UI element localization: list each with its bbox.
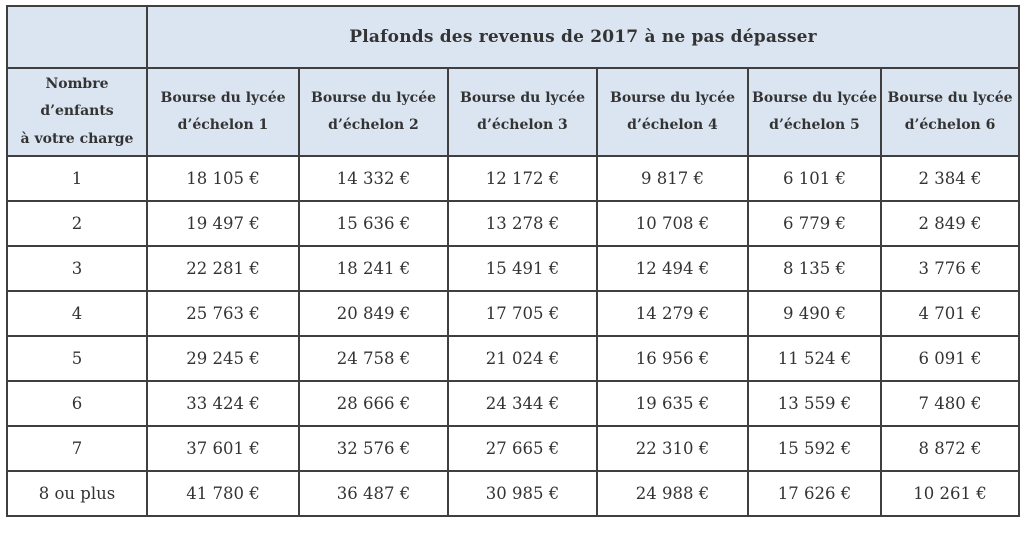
row-label: 4 [6, 290, 148, 337]
table-cell: 2 384 € [879, 155, 1021, 202]
table-cell: 3 776 € [879, 245, 1021, 292]
table-row: 4 25 763 € 20 849 € 17 705 € 14 279 € 9 … [6, 290, 1021, 337]
table-cell: 14 332 € [298, 155, 449, 202]
table-row: 8 ou plus 41 780 € 36 487 € 30 985 € 24 … [6, 470, 1021, 517]
table-cell: 24 988 € [596, 470, 749, 517]
column-header-line1: Bourse du lycée [751, 89, 878, 106]
table-cell: 28 666 € [298, 380, 449, 427]
table-cell: 22 281 € [146, 245, 300, 292]
corner-header-line2: à votre charge [20, 130, 134, 147]
row-label: 5 [6, 335, 148, 382]
column-header-echelon-2: Bourse du lycée d’échelon 2 [298, 67, 449, 157]
empty-corner-cell [6, 5, 148, 69]
column-header-line2: d’échelon 4 [627, 117, 718, 133]
table-cell: 19 497 € [146, 200, 300, 247]
table-cell: 16 956 € [596, 335, 749, 382]
column-header-line2: d’échelon 1 [177, 117, 269, 133]
column-header-line2: d’échelon 3 [477, 117, 568, 133]
corner-header-cell: Nombre d’enfants à votre charge [6, 67, 148, 157]
table-cell: 6 101 € [747, 155, 882, 202]
column-header-echelon-4: Bourse du lycée d’échelon 4 [596, 67, 749, 157]
table-cell: 13 559 € [747, 380, 882, 427]
row-label: 7 [6, 425, 148, 472]
table-cell: 12 172 € [447, 155, 598, 202]
column-header-line2: d’échelon 2 [328, 117, 419, 133]
table-cell: 19 635 € [596, 380, 749, 427]
table-cell: 24 758 € [298, 335, 449, 382]
table-cell: 12 494 € [596, 245, 749, 292]
column-header-line1: Bourse du lycée [310, 89, 437, 106]
table-cell: 29 245 € [146, 335, 300, 382]
table-cell: 15 491 € [447, 245, 598, 292]
table-row: 2 19 497 € 15 636 € 13 278 € 10 708 € 6 … [6, 200, 1021, 247]
table-cell: 7 480 € [879, 380, 1021, 427]
row-label: 6 [6, 380, 148, 427]
column-header-line2: d’échelon 5 [769, 117, 860, 133]
column-header-line1: Bourse du lycée [887, 89, 1013, 106]
table-cell: 18 241 € [298, 245, 449, 292]
column-header-line1: Bourse du lycée [459, 89, 586, 106]
column-header-row: Nombre d’enfants à votre charge Bourse d… [6, 67, 1021, 157]
table-cell: 11 524 € [747, 335, 882, 382]
table-cell: 18 105 € [146, 155, 300, 202]
title-row: Plafonds des revenus de 2017 à ne pas dé… [6, 5, 1021, 69]
table-row: 7 37 601 € 32 576 € 27 665 € 22 310 € 15… [6, 425, 1021, 472]
column-header-echelon-5: Bourse du lycée d’échelon 5 [747, 67, 882, 157]
table-cell: 22 310 € [596, 425, 749, 472]
table-row: 5 29 245 € 24 758 € 21 024 € 16 956 € 11… [6, 335, 1021, 382]
table-row: 3 22 281 € 18 241 € 15 491 € 12 494 € 8 … [6, 245, 1021, 292]
table-cell: 6 779 € [747, 200, 882, 247]
column-header-echelon-3: Bourse du lycée d’échelon 3 [447, 67, 598, 157]
table-cell: 8 872 € [879, 425, 1021, 472]
table-title: Plafonds des revenus de 2017 à ne pas dé… [145, 5, 1021, 69]
table-cell: 33 424 € [146, 380, 300, 427]
table-cell: 15 636 € [298, 200, 449, 247]
row-label: 1 [6, 155, 148, 202]
income-ceilings-table: Plafonds des revenus de 2017 à ne pas dé… [6, 5, 1021, 517]
table-cell: 17 626 € [747, 470, 882, 517]
corner-header-line1: Nombre d’enfants [40, 76, 114, 120]
table-cell: 20 849 € [298, 290, 449, 337]
table-cell: 10 261 € [879, 470, 1021, 517]
table-cell: 8 135 € [747, 245, 882, 292]
table-cell: 6 091 € [879, 335, 1021, 382]
table-cell: 15 592 € [747, 425, 882, 472]
table-cell: 14 279 € [596, 290, 749, 337]
table-cell: 41 780 € [146, 470, 300, 517]
column-header-line1: Bourse du lycée [160, 89, 286, 106]
row-label: 8 ou plus [6, 470, 148, 517]
table-cell: 24 344 € [447, 380, 598, 427]
column-header-echelon-6: Bourse du lycée d’échelon 6 [879, 67, 1021, 157]
row-label: 2 [6, 200, 148, 247]
table-cell: 17 705 € [447, 290, 598, 337]
column-header-line2: d’échelon 6 [904, 117, 996, 133]
table-cell: 21 024 € [447, 335, 598, 382]
table-cell: 30 985 € [447, 470, 598, 517]
table-cell: 13 278 € [447, 200, 598, 247]
table-cell: 25 763 € [146, 290, 300, 337]
table-cell: 4 701 € [879, 290, 1021, 337]
table-cell: 32 576 € [298, 425, 449, 472]
column-header-echelon-1: Bourse du lycée d’échelon 1 [146, 67, 300, 157]
table-row: 6 33 424 € 28 666 € 24 344 € 19 635 € 13… [6, 380, 1021, 427]
table-cell: 37 601 € [146, 425, 300, 472]
table-cell: 9 490 € [747, 290, 882, 337]
table-row: 1 18 105 € 14 332 € 12 172 € 9 817 € 6 1… [6, 155, 1021, 202]
column-header-line1: Bourse du lycée [609, 89, 736, 106]
table-cell: 27 665 € [447, 425, 598, 472]
table-cell: 9 817 € [596, 155, 749, 202]
table-cell: 36 487 € [298, 470, 449, 517]
table-cell: 2 849 € [879, 200, 1021, 247]
row-label: 3 [6, 245, 148, 292]
table-cell: 10 708 € [596, 200, 749, 247]
